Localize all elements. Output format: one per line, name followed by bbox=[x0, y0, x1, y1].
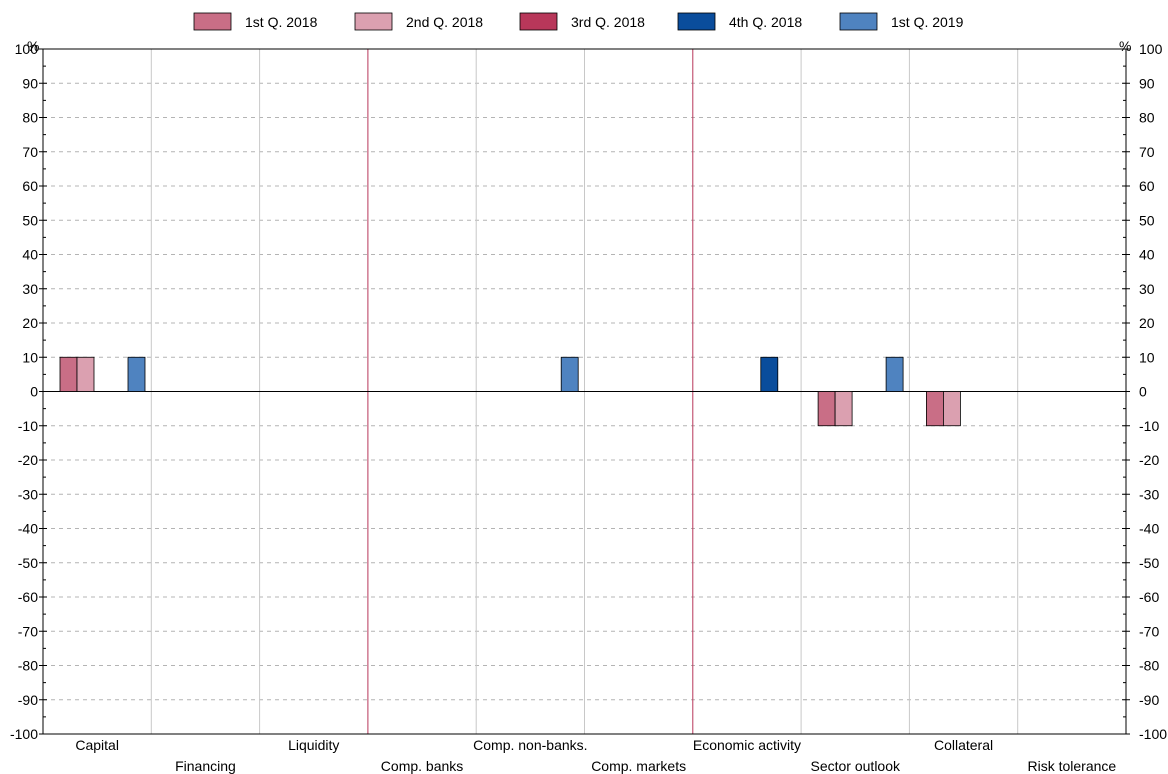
y-tick-label-right: 50 bbox=[1139, 212, 1155, 228]
legend-swatch bbox=[354, 12, 393, 31]
y-tick-label-left: -70 bbox=[18, 623, 38, 639]
y-tick-label-left: 40 bbox=[22, 247, 38, 263]
y-tick-label-right: 20 bbox=[1139, 315, 1155, 331]
bar bbox=[760, 356, 779, 392]
y-tick-label-right: 10 bbox=[1139, 349, 1155, 365]
category-label: Economic activity bbox=[693, 737, 801, 753]
y-tick-label-left: -90 bbox=[18, 692, 38, 708]
category-label: Comp. markets bbox=[591, 758, 686, 774]
y-tick-label-left: -20 bbox=[18, 452, 38, 468]
legend-label: 4th Q. 2018 bbox=[729, 14, 802, 30]
y-tick-label-right: 80 bbox=[1139, 110, 1155, 126]
category-label: Comp. banks bbox=[381, 758, 463, 774]
y-tick-label-left: 100 bbox=[15, 41, 39, 57]
y-tick-label-left: -100 bbox=[10, 726, 38, 742]
category-label: Risk tolerance bbox=[1027, 758, 1116, 774]
y-axis-unit-right: % bbox=[1119, 38, 1131, 54]
category-label: Financing bbox=[175, 758, 236, 774]
y-tick-label-right: -40 bbox=[1139, 521, 1159, 537]
y-tick-label-left: 50 bbox=[22, 212, 38, 228]
y-tick-label-left: -60 bbox=[18, 589, 38, 605]
bar bbox=[817, 391, 836, 427]
y-tick-label-right: -100 bbox=[1139, 726, 1167, 742]
bar bbox=[59, 356, 78, 392]
legend-label: 1st Q. 2019 bbox=[891, 14, 964, 30]
y-tick-label-left: -10 bbox=[18, 418, 38, 434]
category-label: Capital bbox=[75, 737, 119, 753]
y-tick-label-right: -80 bbox=[1139, 658, 1159, 674]
y-tick-label-left: 30 bbox=[22, 281, 38, 297]
y-tick-label-left: -30 bbox=[18, 486, 38, 502]
y-tick-label-left: -80 bbox=[18, 658, 38, 674]
y-tick-label-right: 30 bbox=[1139, 281, 1155, 297]
legend-swatch bbox=[839, 12, 878, 31]
bar bbox=[926, 391, 944, 427]
y-tick-label-left: 20 bbox=[22, 315, 38, 331]
bar bbox=[560, 356, 579, 392]
y-tick-label-left: 60 bbox=[22, 178, 38, 194]
y-tick-label-right: -70 bbox=[1139, 623, 1159, 639]
y-tick-label-right: 40 bbox=[1139, 247, 1155, 263]
category-label: Sector outlook bbox=[811, 758, 901, 774]
y-tick-label-right: -50 bbox=[1139, 555, 1159, 571]
y-tick-label-right: -90 bbox=[1139, 692, 1159, 708]
y-tick-label-right: 60 bbox=[1139, 178, 1155, 194]
y-tick-label-right: -20 bbox=[1139, 452, 1159, 468]
y-tick-label-left: 80 bbox=[22, 110, 38, 126]
y-tick-label-right: 100 bbox=[1139, 41, 1163, 57]
legend-swatch bbox=[519, 12, 558, 31]
y-tick-label-right: 90 bbox=[1139, 75, 1155, 91]
y-tick-label-left: 10 bbox=[22, 349, 38, 365]
bar bbox=[76, 356, 95, 392]
legend-label: 3rd Q. 2018 bbox=[571, 14, 645, 30]
bar bbox=[885, 356, 904, 392]
bar bbox=[834, 391, 853, 427]
bar bbox=[943, 391, 961, 427]
legend-swatch bbox=[193, 12, 232, 31]
legend-label: 1st Q. 2018 bbox=[245, 14, 318, 30]
legend-swatch bbox=[677, 12, 716, 31]
y-tick-label-left: -40 bbox=[18, 521, 38, 537]
y-tick-label-left: 0 bbox=[30, 384, 38, 400]
bar bbox=[127, 356, 146, 392]
y-tick-label-left: 90 bbox=[22, 75, 38, 91]
y-tick-label-left: -50 bbox=[18, 555, 38, 571]
y-tick-label-right: 70 bbox=[1139, 144, 1155, 160]
y-axis-unit-left: % bbox=[27, 38, 39, 54]
category-label: Liquidity bbox=[288, 737, 339, 753]
y-tick-label-right: -10 bbox=[1139, 418, 1159, 434]
y-tick-label-right: 0 bbox=[1139, 384, 1147, 400]
legend-label: 2nd Q. 2018 bbox=[406, 14, 483, 30]
y-tick-label-right: -60 bbox=[1139, 589, 1159, 605]
y-tick-label-left: 70 bbox=[22, 144, 38, 160]
category-label: Comp. non-banks. bbox=[473, 737, 587, 753]
category-label: Collateral bbox=[934, 737, 993, 753]
y-tick-label-right: -30 bbox=[1139, 486, 1159, 502]
